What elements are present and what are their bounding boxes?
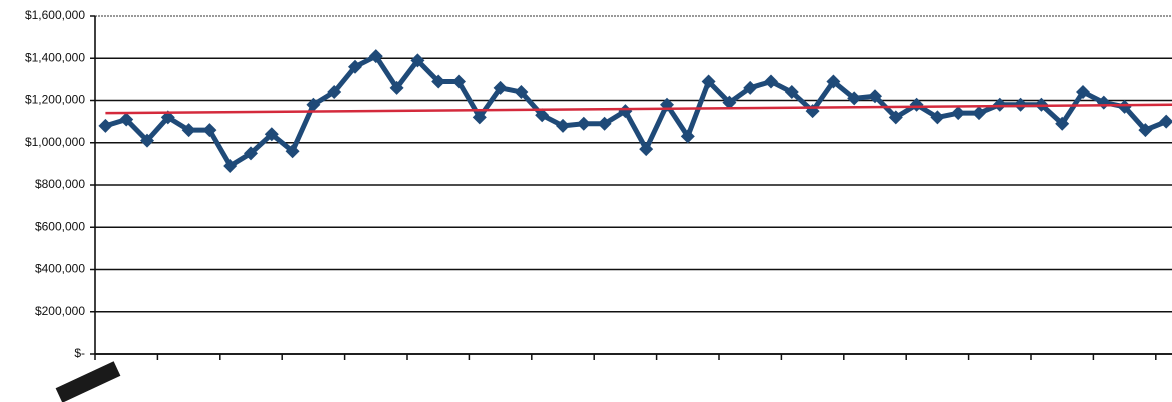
data-point <box>452 74 466 89</box>
data-point <box>223 158 238 173</box>
data-point <box>847 91 862 106</box>
y-tick-label: $400,000 <box>35 262 85 276</box>
y-tick-label: $200,000 <box>35 304 85 318</box>
y-tick-label: $800,000 <box>35 177 85 191</box>
data-point <box>951 106 966 121</box>
data-point <box>202 123 217 138</box>
data-point <box>972 106 986 121</box>
data-point <box>368 49 383 64</box>
y-tick-label: $1,400,000 <box>25 50 85 64</box>
data-point <box>743 80 758 95</box>
y-tick-label: $1,000,000 <box>25 135 85 149</box>
y-tick-label: $1,200,000 <box>25 93 85 107</box>
data-point <box>119 112 134 127</box>
data-point <box>431 74 446 89</box>
data-point <box>264 127 279 142</box>
data-point <box>306 97 321 112</box>
data-point <box>1117 99 1132 114</box>
data-point <box>348 59 362 74</box>
data-point <box>472 110 487 125</box>
data-point <box>680 129 695 144</box>
data-point <box>576 116 591 131</box>
data-point <box>1076 85 1090 100</box>
data-point <box>140 133 154 148</box>
data-point <box>597 116 612 131</box>
data-point <box>868 89 882 104</box>
data-point <box>1159 114 1172 129</box>
data-point <box>701 74 716 89</box>
data-point <box>764 74 778 89</box>
series-line <box>104 53 1168 169</box>
data-point <box>98 118 113 133</box>
data-point <box>930 110 945 125</box>
data-point <box>909 97 924 112</box>
data-point <box>410 53 425 68</box>
y-tick-label: $600,000 <box>35 219 85 233</box>
y-tick-label: $- <box>74 346 85 360</box>
data-point <box>556 118 570 133</box>
data-point <box>389 80 404 95</box>
redaction <box>55 361 121 402</box>
data-point <box>1138 123 1153 138</box>
data-point <box>535 108 550 123</box>
redaction-box <box>55 361 121 402</box>
data-point <box>784 85 799 100</box>
data-point <box>722 95 737 110</box>
data-point <box>181 123 196 138</box>
data-point <box>618 104 633 119</box>
trend-line <box>105 103 1172 115</box>
y-tick-label: $1,600,000 <box>25 8 85 22</box>
data-point <box>992 97 1007 112</box>
data-point <box>327 85 342 100</box>
data-point <box>493 80 508 95</box>
data-point <box>244 146 258 161</box>
data-point <box>639 142 654 157</box>
data-point <box>1055 116 1070 131</box>
data-point <box>514 85 529 100</box>
data-point <box>285 144 300 159</box>
data-point <box>888 110 903 125</box>
data-point <box>826 74 841 89</box>
